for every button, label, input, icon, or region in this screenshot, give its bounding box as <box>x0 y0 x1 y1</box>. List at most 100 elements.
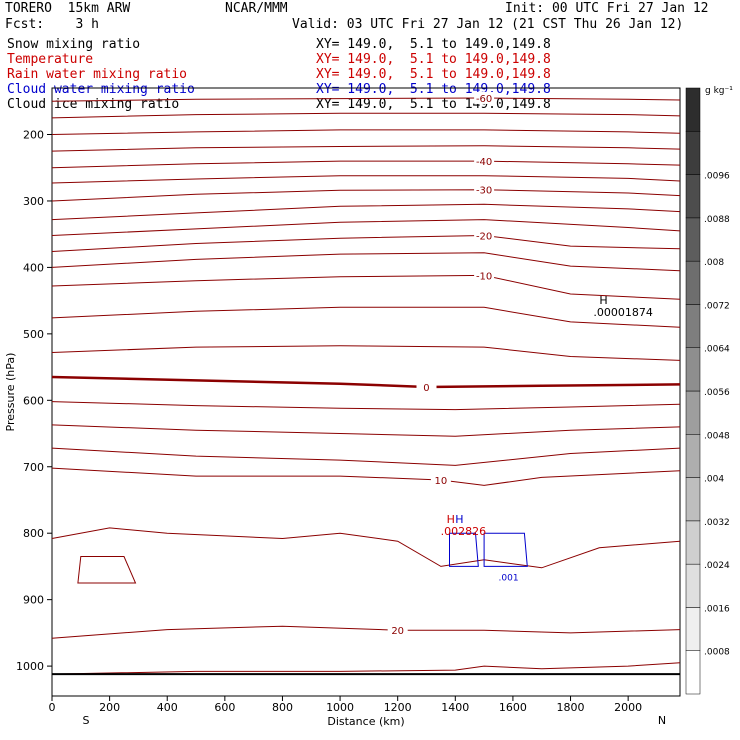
y-tick-label-0: 200 <box>23 129 44 142</box>
colorbar-tick-10: .0088 <box>704 215 730 225</box>
colorbar-tick-2: .0024 <box>704 561 730 571</box>
x-tick-label-9: 1800 <box>557 701 585 714</box>
isotherm-12 <box>51 306 681 328</box>
colorbar-level-12 <box>685 131 701 175</box>
isotherm-label-6: -30 <box>476 186 492 197</box>
y-axis-label: Pressure (hPa) <box>4 353 17 432</box>
colorbar-tick-4: .004 <box>704 475 724 485</box>
cloud-water-layer: .001 <box>449 532 528 583</box>
colorbar-level-5 <box>685 434 701 478</box>
colorbar-tick-7: .0064 <box>704 345 730 355</box>
colorbar-tick-3: .0032 <box>704 518 730 528</box>
x-tick-label-4: 800 <box>272 701 293 714</box>
isotherm-5 <box>51 175 681 184</box>
cloud-water-label: .001 <box>499 573 519 583</box>
isotherm-label-11: -10 <box>476 271 492 282</box>
field-name-temperature: Temperature <box>7 52 94 67</box>
isotherm-20 <box>51 625 681 639</box>
isotherm-11 <box>51 274 681 300</box>
colorbar-level-2 <box>685 563 701 608</box>
header-fcst: Fcst: 3 h <box>5 17 99 32</box>
x-end-label-south: S <box>83 714 90 727</box>
isotherm-13 <box>51 345 681 361</box>
colorbar-level-13 <box>685 87 701 132</box>
x-end-label-north: N <box>658 714 666 727</box>
colorbar-level-4 <box>685 477 701 522</box>
x-tick-label-1: 200 <box>99 701 120 714</box>
header-init: Init: 00 UTC Fri 27 Jan 12 <box>505 1 709 16</box>
plot-frame <box>51 87 681 697</box>
isotherm-2 <box>51 129 681 135</box>
x-tick-label-10: 2000 <box>614 701 642 714</box>
isotherm-7 <box>51 203 681 221</box>
cloud-water-contour-0 <box>449 532 479 567</box>
y-tick-label-5: 700 <box>23 461 44 474</box>
colorbar-level-7 <box>685 347 701 392</box>
isotherm-16 <box>51 424 681 437</box>
field-name-cloud-water: Cloud water mixing ratio <box>7 82 195 97</box>
x-tick-label-5: 1000 <box>326 701 354 714</box>
colorbar-tick-11: .0096 <box>704 172 730 182</box>
maximum-symbol-1: H <box>447 513 455 526</box>
isotherm-label-20: 20 <box>391 626 404 637</box>
header-valid: Valid: 03 UTC Fri 27 Jan 12 (21 CST Thu … <box>292 17 684 32</box>
isotherm-label-14: 0 <box>423 383 429 394</box>
y-tick-label-3: 500 <box>23 328 44 341</box>
y-axis: 200 300 400 500 600 700 800 900 1000 <box>16 129 52 673</box>
x-tick-label-0: 0 <box>49 701 56 714</box>
x-axis: 0 200 400 600 800 1000 1200 1400 1600 1800 2000 <box>49 696 642 714</box>
isotherm-15 <box>51 401 681 411</box>
colorbar-level-10 <box>685 217 701 262</box>
field-name-rain: Rain water mixing ratio <box>7 67 188 82</box>
maximum-value-0: .00001874 <box>593 306 653 319</box>
isotherm-label-9: -20 <box>476 232 492 243</box>
isotherm-21 <box>51 662 681 675</box>
maximum-value-1: .002826 <box>441 525 487 538</box>
x-tick-label-7: 1400 <box>441 701 469 714</box>
x-tick-label-6: 1200 <box>384 701 412 714</box>
colorbar-level-9 <box>685 260 701 305</box>
x-tick-label-2: 400 <box>157 701 178 714</box>
header-model: TORERO 15km ARW <box>5 1 131 16</box>
colorbar-tick-0: .0008 <box>704 648 730 658</box>
isotherm-1 <box>51 112 681 119</box>
field-name-cloud-ice: Cloud ice mixing ratio <box>7 97 180 112</box>
isotherm-label-4: -40 <box>476 157 492 168</box>
field-xy-rain: XY= 149.0, 5.1 to 149.0,149.8 <box>316 67 551 82</box>
colorbar-tick-8: .0072 <box>704 301 730 311</box>
isotherm-4 <box>51 160 681 169</box>
isotherm-14 <box>51 375 681 389</box>
colorbar-tick-5: .0048 <box>704 431 730 441</box>
colorbar-tick-1: .0016 <box>704 604 730 614</box>
x-tick-label-8: 1600 <box>499 701 527 714</box>
isotherm-9 <box>51 234 681 252</box>
isotherm-8 <box>51 219 681 236</box>
maximum-symbol-0: H <box>599 294 607 307</box>
y-tick-label-4: 600 <box>23 394 44 407</box>
isotherm-18 <box>51 467 681 486</box>
isotherm-6 <box>51 189 681 202</box>
y-tick-label-6: 800 <box>23 527 44 540</box>
isotherm-label-18: 10 <box>435 476 448 487</box>
colorbar-level-11 <box>685 174 701 219</box>
colorbar-level-8 <box>685 304 701 348</box>
x-axis-label: Distance (km) <box>327 715 404 728</box>
field-name-snow: Snow mixing ratio <box>7 37 141 52</box>
colorbar-level-1 <box>685 607 701 651</box>
colorbar-unit: g kg⁻¹ <box>705 86 733 96</box>
cold-pocket-contour <box>77 556 137 584</box>
colorbar-level-0 <box>685 650 701 695</box>
isotherm-19 <box>51 527 681 569</box>
header-org: NCAR/MMM <box>225 1 288 16</box>
field-xy-cloud-ice: XY= 149.0, 5.1 to 149.0,149.8 <box>316 97 551 112</box>
colorbar-tick-9: .008 <box>704 258 724 268</box>
colorbar: .0008 .0016 .0024 .0032 .004 .0048 .0056 .0064.… <box>685 87 730 695</box>
isotherm-10 <box>51 252 681 272</box>
colorbar-tick-6: .0056 <box>704 388 730 398</box>
isotherm-17 <box>51 447 681 466</box>
maximum-symbol-2: H <box>455 513 463 526</box>
y-tick-label-1: 300 <box>23 195 44 208</box>
y-tick-label-8: 1000 <box>16 660 44 673</box>
